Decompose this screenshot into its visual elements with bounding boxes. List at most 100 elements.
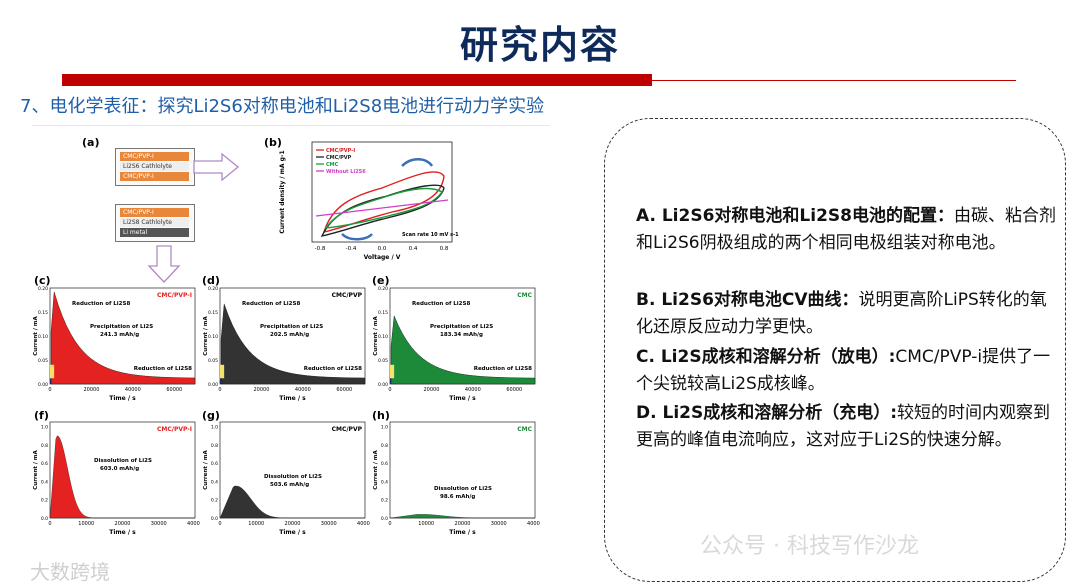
dc-reduction1: Reduction of Li2S8 (242, 301, 300, 307)
charge-chart-g: CMC/PVP Dissolution of Li2S 503.6 mAh/g 0 10… (203, 421, 370, 536)
panel-label-h: (h) (372, 409, 390, 422)
panel-label-f: (f) (34, 409, 49, 422)
dc-ytick-0: 0.00 (38, 382, 48, 388)
note-d-head: D. Li2S成核和溶解分析（充电）: (636, 403, 898, 423)
layer-top-3: CMC/PVP-I (120, 172, 189, 181)
dc-xtick-0: 0 (388, 387, 391, 393)
ch-xtick-3: 30000 (151, 521, 167, 527)
dc-yellow-band (390, 364, 395, 379)
note-a: A. Li2S6对称电池和Li2S8电池的配置：由碳、粘合剂和Li2S6阴极组成… (636, 203, 1056, 257)
ch-ytick-5: 1.0 (381, 425, 388, 431)
ch-ytick-0: 0.0 (41, 516, 48, 522)
dc-reduction2: Reduction of Li2S8 (304, 366, 362, 372)
title-underline-thin (652, 80, 1016, 81)
schematic-top: CMC/PVP-I Li2S6 Cathlolyte CMC/PVP-I (115, 148, 195, 186)
ch-xlabel: Time / s (449, 529, 476, 536)
dc-precip: Precipitation of Li2S (90, 324, 153, 330)
panel-label-g: (g) (202, 409, 220, 422)
ch-ytick-4: 0.8 (41, 443, 48, 449)
ch-ytick-3: 0.6 (41, 461, 48, 467)
ch-xtick-0: 0 (48, 521, 51, 527)
dc-xtick-3: 60000 (336, 387, 352, 393)
dc-yellow-band (50, 364, 55, 379)
ch-ytick-1: 0.2 (41, 498, 48, 504)
note-d: D. Li2S成核和溶解分析（充电）:较短的时间内观察到更高的峰值电流响应，这对… (636, 400, 1056, 454)
cv-loop-1 (320, 184, 445, 237)
panel-label-e: (e) (372, 274, 390, 287)
dc-ytick-0: 0.00 (208, 382, 218, 388)
ch-xtick-4: 40000 (187, 521, 200, 527)
cv-xtick-4: 0.8 (440, 246, 449, 252)
dc-capacity: 183.34 mAh/g (440, 332, 483, 338)
wechat-watermark: 公众号 · 科技写作沙龙 (700, 534, 919, 559)
charge-chart-h: CMC Dissolution of Li2S 98.6 mAh/g 0 10000 20… (373, 421, 540, 536)
note-c-head: C. Li2S成核和溶解分析（放电）: (636, 347, 896, 367)
dc-ytick-4: 0.20 (378, 286, 388, 292)
dc-xtick-1: 20000 (253, 387, 269, 393)
dc-ylabel: Current / mA (203, 316, 209, 356)
ch-xtick-2: 20000 (285, 521, 301, 527)
ch-ytick-2: 0.4 (211, 479, 218, 485)
cv-xlabel: Voltage / V (364, 254, 401, 261)
cv-legend-2: CMC (326, 162, 339, 168)
dc-xlabel: Time / s (449, 395, 476, 402)
panel-label-a: (a) (82, 136, 100, 149)
ch-xlabel: Time / s (279, 529, 306, 536)
dc-ytick-4: 0.20 (38, 286, 48, 292)
layer-bottom-3: Li metal (120, 228, 189, 237)
note-c: C. Li2S成核和溶解分析（放电）:CMC/PVP-i提供了一个尖锐较高Li2… (636, 344, 1056, 398)
ch-tag: CMC/PVP-I (157, 426, 192, 433)
ch-area (219, 485, 365, 519)
panel-label-d: (d) (202, 274, 220, 287)
ch-dissolution: Dissolution of Li2S (264, 474, 322, 480)
note-b-head: B. Li2S6对称电池CV曲线： (636, 290, 859, 310)
dc-xtick-2: 40000 (125, 387, 141, 393)
dc-precip: Precipitation of Li2S (430, 324, 493, 330)
cv-xtick-3: 0.4 (409, 246, 418, 252)
dc-xtick-2: 40000 (295, 387, 311, 393)
discharge-chart-c: CMC/PVP-I Reduction of Li2S8 Precipitation… (33, 286, 196, 402)
dc-reduction1: Reduction of Li2S8 (72, 301, 130, 307)
cv-line-without (315, 199, 449, 217)
dc-reduction2: Reduction of Li2S8 (474, 366, 532, 372)
ch-ytick-5: 1.0 (41, 425, 48, 431)
ch-xtick-4: 40000 (527, 521, 540, 527)
dc-ytick-1: 0.05 (378, 358, 388, 364)
dc-xtick-2: 40000 (465, 387, 481, 393)
cv-scan-rate: Scan rate 10 mV s-1 (402, 232, 459, 238)
cv-loop-0 (322, 171, 445, 233)
dc-ytick-2: 0.10 (378, 334, 388, 340)
ch-xtick-3: 30000 (321, 521, 337, 527)
slide-title: 研究内容 (459, 23, 620, 67)
dc-capacity: 202.5 mAh/g (270, 332, 309, 338)
ch-ylabel: Current / mA (373, 450, 379, 490)
arrow-right-icon (193, 152, 240, 182)
cv-arrow-top (401, 158, 434, 167)
cv-loop-2 (324, 187, 444, 229)
title-underline-bar (62, 74, 652, 86)
note-a-body: 由碳、粘合剂和Li2S6阴极组成的两个相同电极组装对称电池。 (636, 206, 1056, 253)
dc-ylabel: Current / mA (33, 316, 39, 356)
ch-ytick-0: 0.0 (211, 516, 218, 522)
ch-ytick-0: 0.0 (381, 516, 388, 522)
dc-xtick-3: 60000 (506, 387, 522, 393)
ch-tag: CMC (517, 426, 532, 433)
charge-chart-f: CMC/PVP-I Dissolution of Li2S 603.0 mAh/g 0… (33, 421, 200, 536)
dc-ytick-4: 0.20 (208, 286, 218, 292)
ch-area (49, 435, 195, 519)
dc-xtick-1: 20000 (423, 387, 439, 393)
layer-bottom-2: Li2S8 Cathlolyte (120, 218, 189, 227)
slide-subtitle: 7、电化学表征：探究Li2S6对称电池和Li2S8电池进行动力学实验 (20, 96, 545, 117)
dc-precip: Precipitation of Li2S (260, 324, 323, 330)
ch-ytick-2: 0.4 (41, 479, 48, 485)
ch-ytick-4: 0.8 (211, 443, 218, 449)
ch-xlabel: Time / s (109, 529, 136, 536)
dc-xtick-1: 20000 (83, 387, 99, 393)
layer-top-2: Li2S6 Cathlolyte (120, 162, 189, 171)
schematic-bottom: CMC/PVP-I Li2S8 Cathlolyte Li metal (115, 204, 195, 242)
ch-ylabel: Current / mA (33, 450, 39, 490)
dc-xlabel: Time / s (279, 395, 306, 402)
ch-xtick-2: 20000 (455, 521, 471, 527)
dc-xlabel: Time / s (109, 395, 136, 402)
